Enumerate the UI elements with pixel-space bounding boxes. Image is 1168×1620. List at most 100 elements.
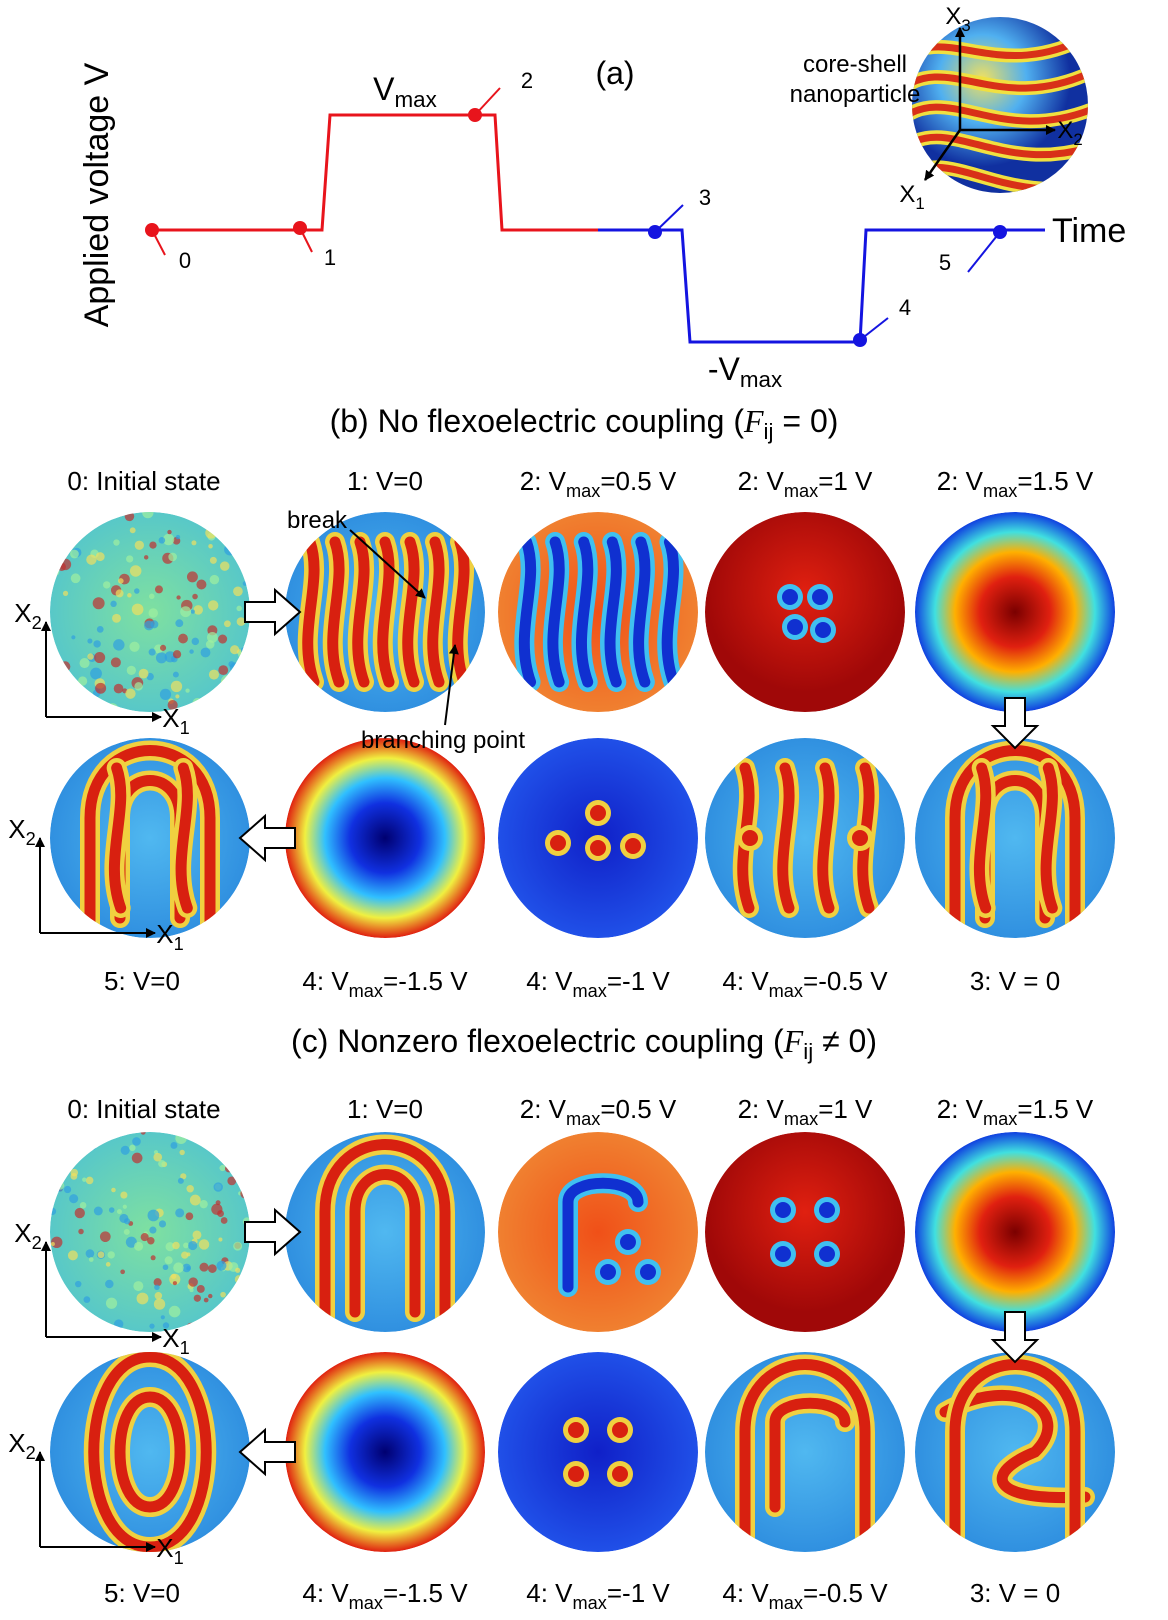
noise-speck [111, 1187, 116, 1193]
image-label-text: 5: V=0 [104, 1578, 180, 1608]
noise-speck [115, 589, 124, 598]
image-label-text: =-1 V [607, 966, 671, 996]
domain-image [705, 738, 905, 938]
stripe [912, 64, 1088, 93]
noise-speck [180, 606, 192, 618]
noise-speck [140, 1132, 146, 1135]
noise-speck [164, 1256, 173, 1265]
noise-speck [131, 603, 144, 616]
noise-speck [75, 1312, 88, 1325]
noise-speck [160, 1315, 165, 1320]
panel-title-text: (b) No flexoelectric coupling ( [330, 403, 745, 439]
noise-speck [88, 1257, 94, 1262]
image-label: 4: Vmax=-0.5 V [722, 1578, 888, 1613]
domain-base [285, 1352, 485, 1552]
image-label-sub: max [769, 981, 803, 1001]
noise-speck [124, 512, 135, 522]
noise-speck [188, 1277, 198, 1287]
stripe [547, 536, 565, 688]
noise-speck [99, 1231, 111, 1243]
noise-speck [198, 1239, 210, 1250]
noise-speck [173, 1262, 184, 1273]
axis-label: X2 [14, 598, 41, 633]
neg-vmax-label: -Vmax [708, 351, 782, 392]
noise-speck [158, 1220, 167, 1228]
noise-speck [228, 680, 235, 687]
noise-speck [134, 1241, 144, 1251]
noise-speck [90, 667, 102, 680]
noise-speck [105, 1279, 114, 1289]
noise-speck [87, 638, 93, 644]
noise-speck [72, 522, 77, 528]
noise-speck [50, 632, 54, 639]
vmax-label: Vmax [373, 71, 437, 112]
noise-speck [237, 649, 247, 659]
image-label-text: =1 V [818, 1094, 873, 1124]
noise-speck [86, 554, 97, 565]
noise-speck [186, 571, 198, 583]
domain-image [285, 738, 485, 938]
noise-speck [220, 700, 228, 707]
noise-speck [208, 1318, 220, 1330]
axis-label-text: X [14, 1218, 31, 1248]
noise-speck [233, 1241, 243, 1251]
image-label: 0: Initial state [67, 1094, 220, 1124]
pointer-line [654, 204, 684, 233]
noise-speck [53, 1324, 62, 1332]
noise-speck [143, 555, 149, 560]
noise-speck [79, 1202, 87, 1209]
noise-speck [179, 1149, 185, 1156]
noise-speck [112, 613, 121, 623]
domain-image [498, 1132, 698, 1332]
dot [590, 805, 606, 821]
stripe [777, 762, 795, 914]
image-label-sub: max [769, 1593, 803, 1613]
domain-image [915, 1132, 1115, 1332]
image-label-sub: max [573, 1593, 607, 1613]
stripe [817, 762, 835, 914]
noise-speck [74, 1207, 85, 1219]
axis-label-text: X [162, 1323, 179, 1353]
panel-label: (a) [595, 55, 634, 91]
noise-speck [219, 1164, 226, 1172]
noise-speck [228, 1138, 239, 1149]
noise-speck [165, 1242, 175, 1252]
axis-label: X2 [8, 1428, 35, 1463]
noise-speck [69, 693, 75, 699]
stripe [108, 762, 127, 914]
noise-speck [50, 1241, 55, 1246]
stripe [349, 1169, 421, 1318]
noise-speck [87, 1135, 93, 1142]
noise-speck [52, 1306, 62, 1316]
noise-speck [50, 1207, 57, 1216]
noise-speck [125, 1236, 137, 1248]
stripe [327, 536, 345, 688]
noise-speck [110, 600, 117, 608]
inset-axis [923, 129, 962, 181]
image-label-text: 3: V = 0 [970, 966, 1060, 996]
noise-speck [235, 1140, 242, 1147]
noise-speck [50, 1317, 57, 1328]
image-label-text: 5: V=0 [104, 966, 180, 996]
panel-title-text: (c) Nonzero flexoelectric coupling ( [291, 1023, 784, 1059]
noise-speck [149, 1323, 155, 1329]
noise-speck [93, 640, 101, 648]
stripe [427, 536, 445, 688]
axis-label-sub: 2 [26, 829, 36, 849]
image-label-text: 2: V [738, 466, 785, 496]
panel-title: (c) Nonzero flexoelectric coupling (Fij … [291, 1023, 877, 1064]
noise-speck [168, 1305, 181, 1318]
noise-speck [206, 632, 218, 643]
noise-speck [242, 581, 248, 586]
noise-speck [192, 593, 198, 600]
domain-image [50, 1352, 250, 1552]
noise-speck [238, 1143, 244, 1150]
noise-speck [159, 688, 172, 701]
noise-speck [81, 1320, 93, 1332]
image-label-text: 1: V=0 [347, 1094, 423, 1124]
domain-image [915, 1352, 1115, 1552]
image-label-text: =-1.5 V [383, 1578, 468, 1608]
dot [550, 835, 566, 851]
noise-speck [129, 1144, 136, 1152]
